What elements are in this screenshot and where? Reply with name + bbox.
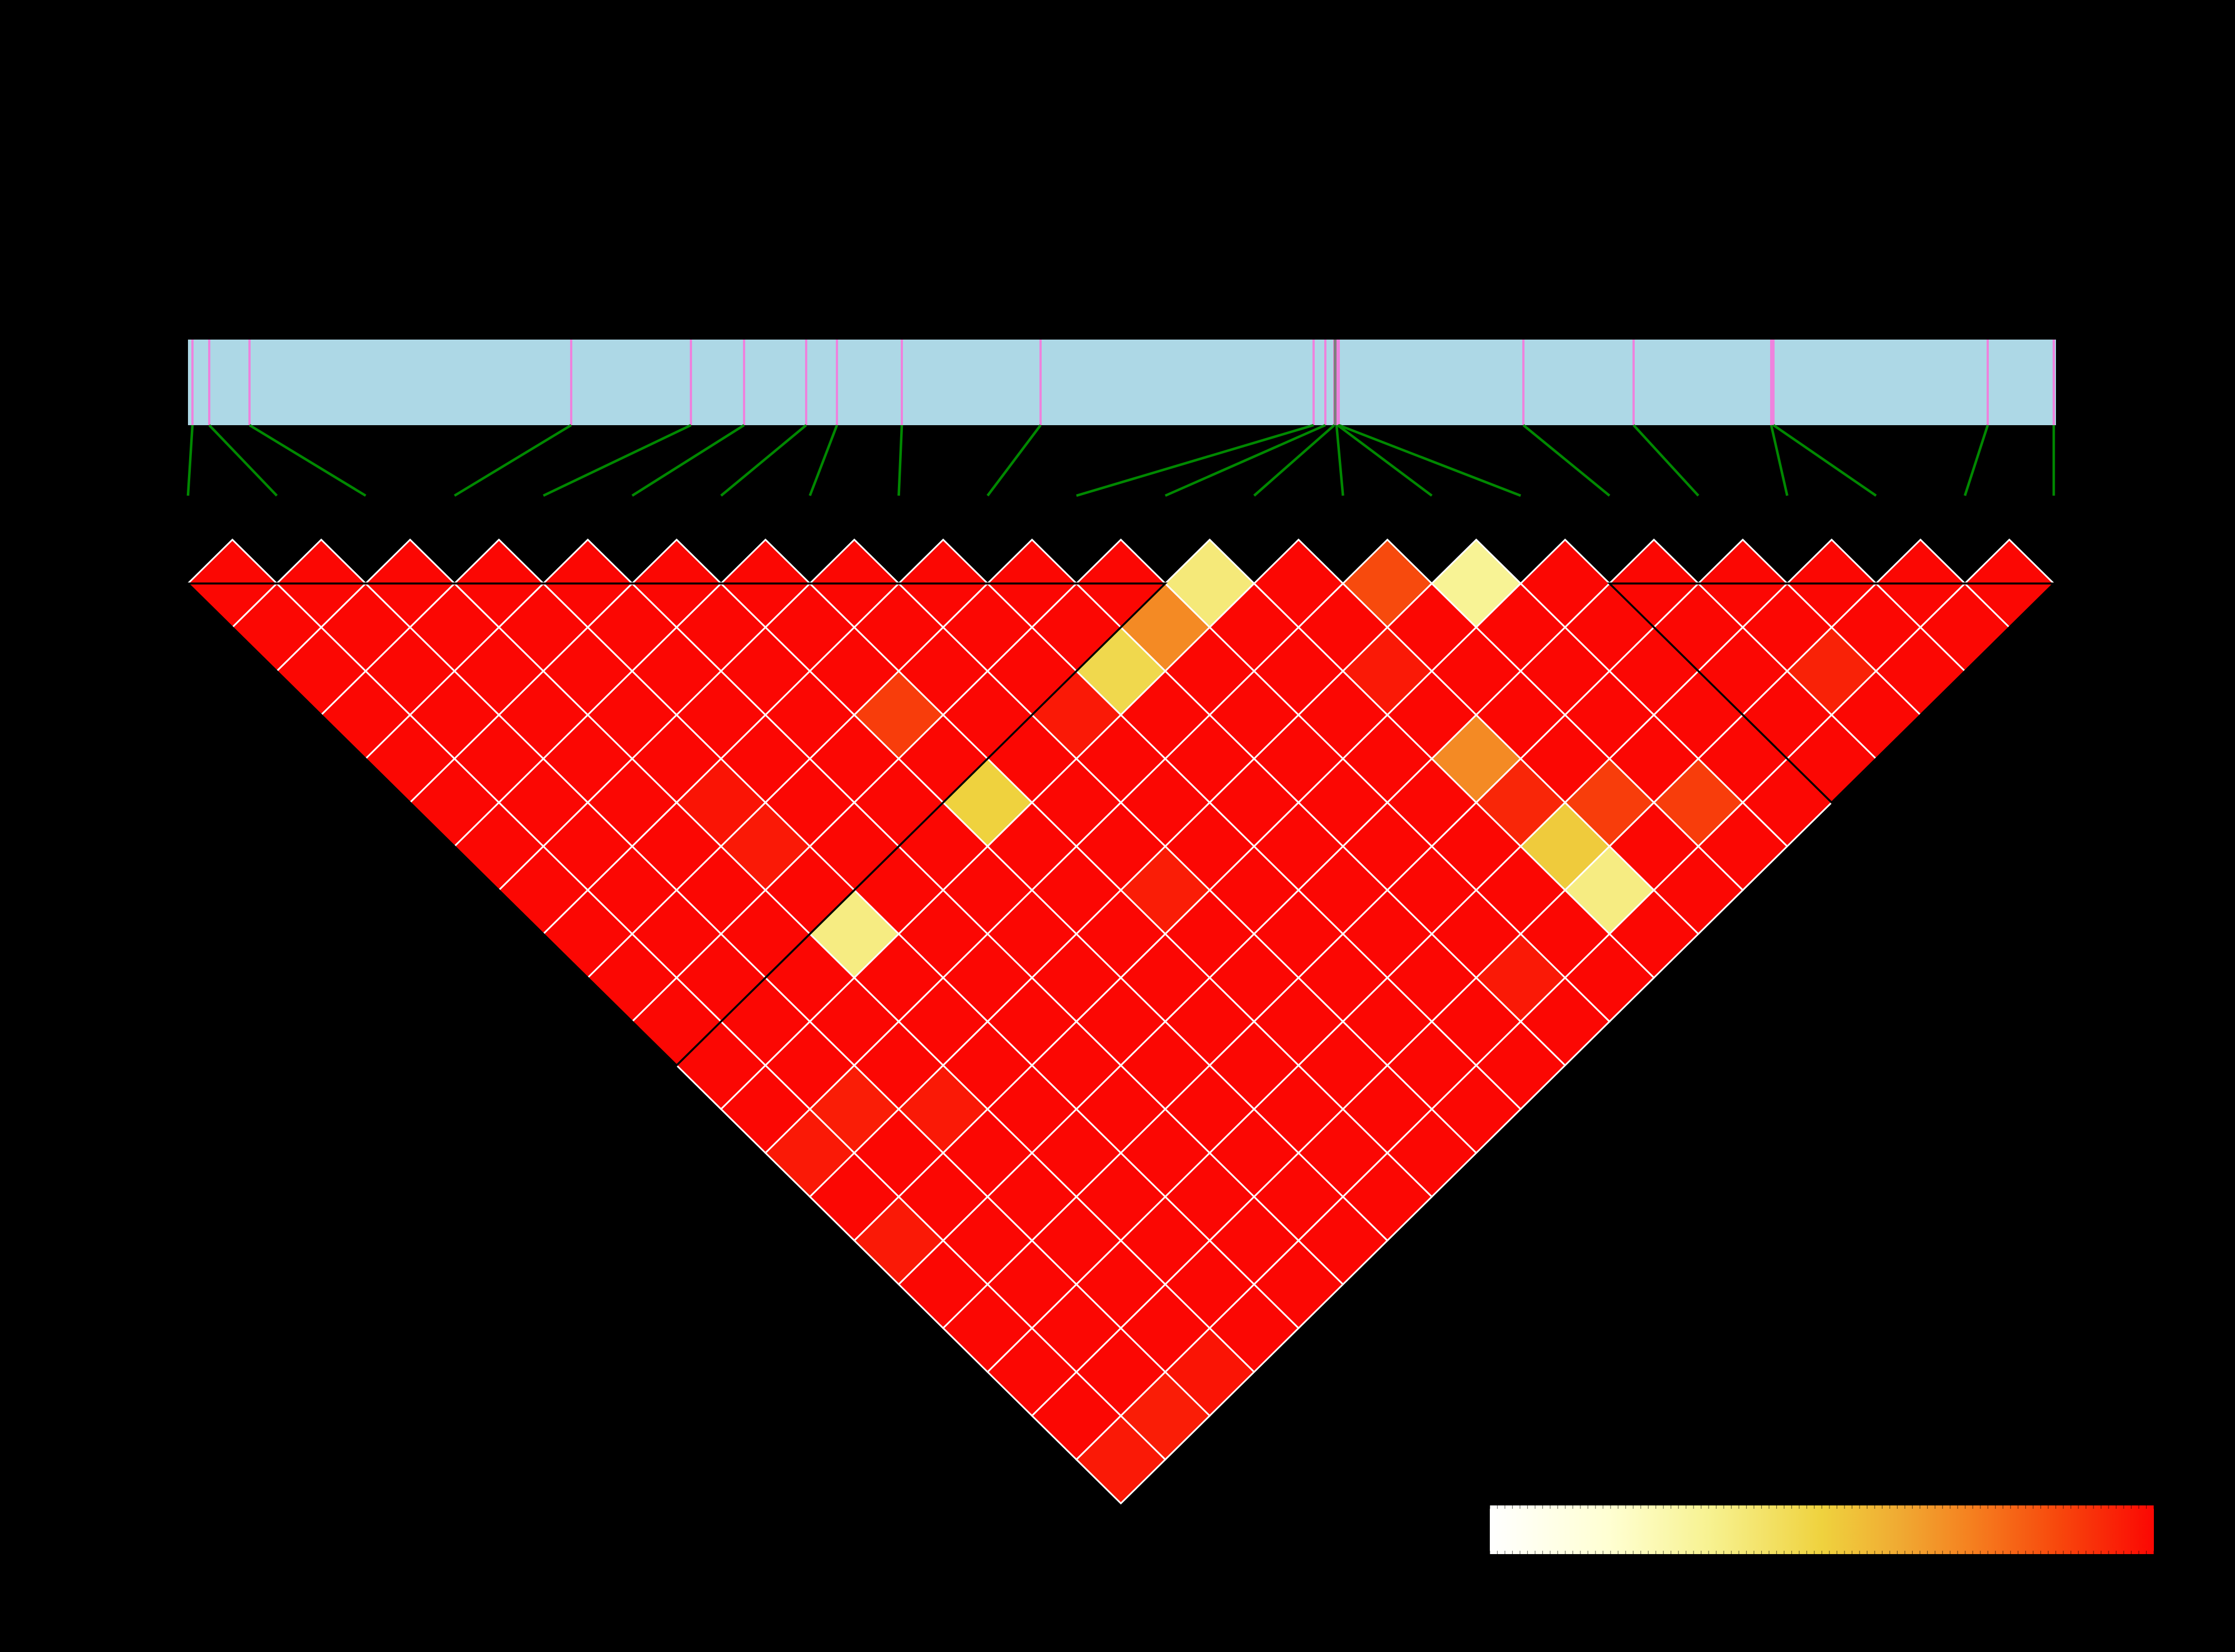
map-connector-2 — [248, 424, 366, 497]
map-connector-10 — [1076, 423, 1314, 497]
map-connector-17 — [1632, 424, 1700, 497]
map-connector-11 — [1164, 423, 1326, 497]
map-connector-19 — [1772, 424, 1877, 497]
map-connector-14 — [1337, 424, 1433, 497]
map-connector-13 — [1335, 425, 1344, 496]
genome-bar — [188, 340, 2056, 425]
map-connector-4 — [543, 423, 691, 497]
map-connector-0 — [186, 425, 194, 496]
map-connector-8 — [897, 425, 904, 496]
map-connector-16 — [1522, 424, 1611, 497]
map-connector-6 — [720, 424, 807, 497]
block-outline-0 — [185, 582, 1168, 1067]
map-connector-5 — [631, 424, 745, 497]
map-connector-7 — [808, 425, 839, 496]
map-connector-20 — [1964, 425, 1989, 496]
map-connector-18 — [1770, 425, 1789, 496]
map-connector-15 — [1338, 423, 1521, 497]
color-scale-bar — [1490, 1505, 2154, 1554]
map-connector-12 — [1253, 424, 1335, 497]
map-connector-1 — [208, 424, 278, 497]
block-outline-1 — [1607, 582, 2057, 804]
map-connector-3 — [454, 424, 572, 497]
map-connector-9 — [986, 424, 1042, 497]
